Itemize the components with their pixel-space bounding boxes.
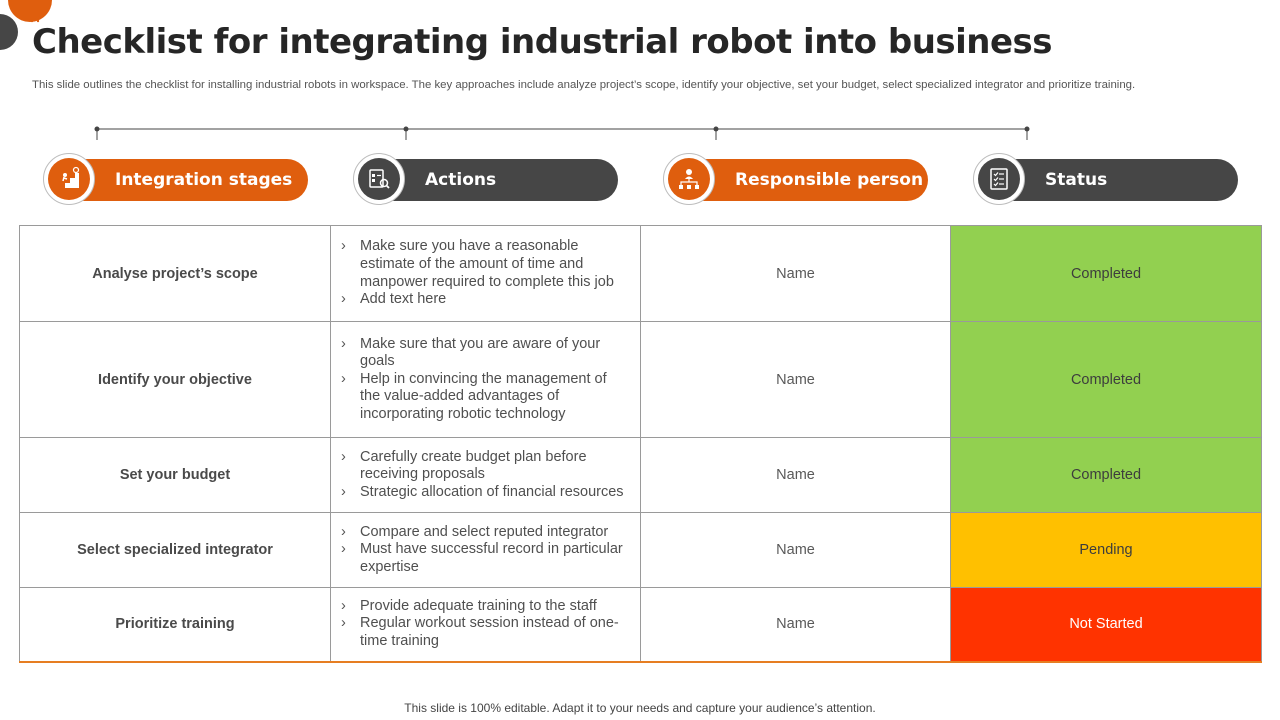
responsible-person-cell: Name	[640, 225, 951, 322]
clipboard-search-icon	[353, 153, 405, 205]
footer-note: This slide is 100% editable. Adapt it to…	[404, 701, 876, 715]
actions-list: Make sure you have a reasonable estimate…	[341, 238, 630, 308]
actions-list: Make sure that you are aware of your goa…	[341, 336, 630, 424]
status-cell: Not Started	[950, 587, 1262, 663]
header-label: Responsible person	[735, 170, 924, 190]
header-responsible-person: Responsible person	[675, 159, 928, 201]
header-label: Actions	[425, 170, 497, 190]
responsible-person-cell: Name	[640, 437, 951, 513]
stairs-progress-icon	[43, 153, 95, 205]
action-item: Provide adequate training to the staff	[341, 598, 630, 616]
status-cell: Completed	[950, 225, 1262, 322]
action-item: Compare and select reputed integrator	[341, 524, 630, 542]
status-cell: Completed	[950, 321, 1262, 438]
actions-list: Compare and select reputed integrator Mu…	[341, 524, 630, 577]
action-item: Make sure you have a reasonable estimate…	[341, 238, 630, 291]
table-row: Set your budget Carefully create budget …	[19, 437, 1262, 513]
header-connector-line	[94, 126, 1030, 140]
action-item: Add text here	[341, 291, 630, 309]
table-row: Prioritize training Provide adequate tra…	[19, 587, 1262, 663]
action-item: Regular workout session instead of one-t…	[341, 615, 630, 650]
header-status: Status	[985, 159, 1238, 201]
stage-cell: Analyse project’s scope	[19, 225, 331, 322]
corner-decoration	[0, 0, 52, 50]
responsible-person-cell: Name	[640, 587, 951, 663]
status-cell: Completed	[950, 437, 1262, 513]
responsible-person-cell: Name	[640, 512, 951, 588]
actions-cell: Make sure that you are aware of your goa…	[330, 321, 641, 438]
action-item: Must have successful record in particula…	[341, 541, 630, 576]
stage-cell: Prioritize training	[19, 587, 331, 663]
action-item: Make sure that you are aware of your goa…	[341, 336, 630, 371]
page-subtitle: This slide outlines the checklist for in…	[32, 79, 1136, 91]
header-label: Integration stages	[115, 170, 293, 190]
responsible-person-cell: Name	[640, 321, 951, 438]
checklist-icon	[973, 153, 1025, 205]
action-item: Carefully create budget plan before rece…	[341, 449, 630, 484]
table-row: Analyse project’s scope Make sure you ha…	[19, 225, 1262, 322]
action-item: Help in convincing the management of the…	[341, 371, 630, 424]
actions-list: Carefully create budget plan before rece…	[341, 449, 630, 502]
org-chart-person-icon	[663, 153, 715, 205]
actions-cell: Make sure you have a reasonable estimate…	[330, 225, 641, 322]
header-integration-stages: Integration stages	[55, 159, 308, 201]
actions-cell: Compare and select reputed integrator Mu…	[330, 512, 641, 588]
stage-cell: Select specialized integrator	[19, 512, 331, 588]
page-title: Checklist for integrating industrial rob…	[32, 22, 1053, 62]
status-cell: Pending	[950, 512, 1262, 588]
actions-cell: Carefully create budget plan before rece…	[330, 437, 641, 513]
actions-list: Provide adequate training to the staff R…	[341, 598, 630, 651]
table-row: Select specialized integrator Compare an…	[19, 512, 1262, 588]
table-row: Identify your objective Make sure that y…	[19, 321, 1262, 438]
actions-cell: Provide adequate training to the staff R…	[330, 587, 641, 663]
stage-cell: Set your budget	[19, 437, 331, 513]
stage-cell: Identify your objective	[19, 321, 331, 438]
action-item: Strategic allocation of financial resour…	[341, 484, 630, 502]
header-actions: Actions	[365, 159, 618, 201]
header-label: Status	[1045, 170, 1108, 190]
checklist-table: Analyse project’s scope Make sure you ha…	[19, 225, 1262, 663]
